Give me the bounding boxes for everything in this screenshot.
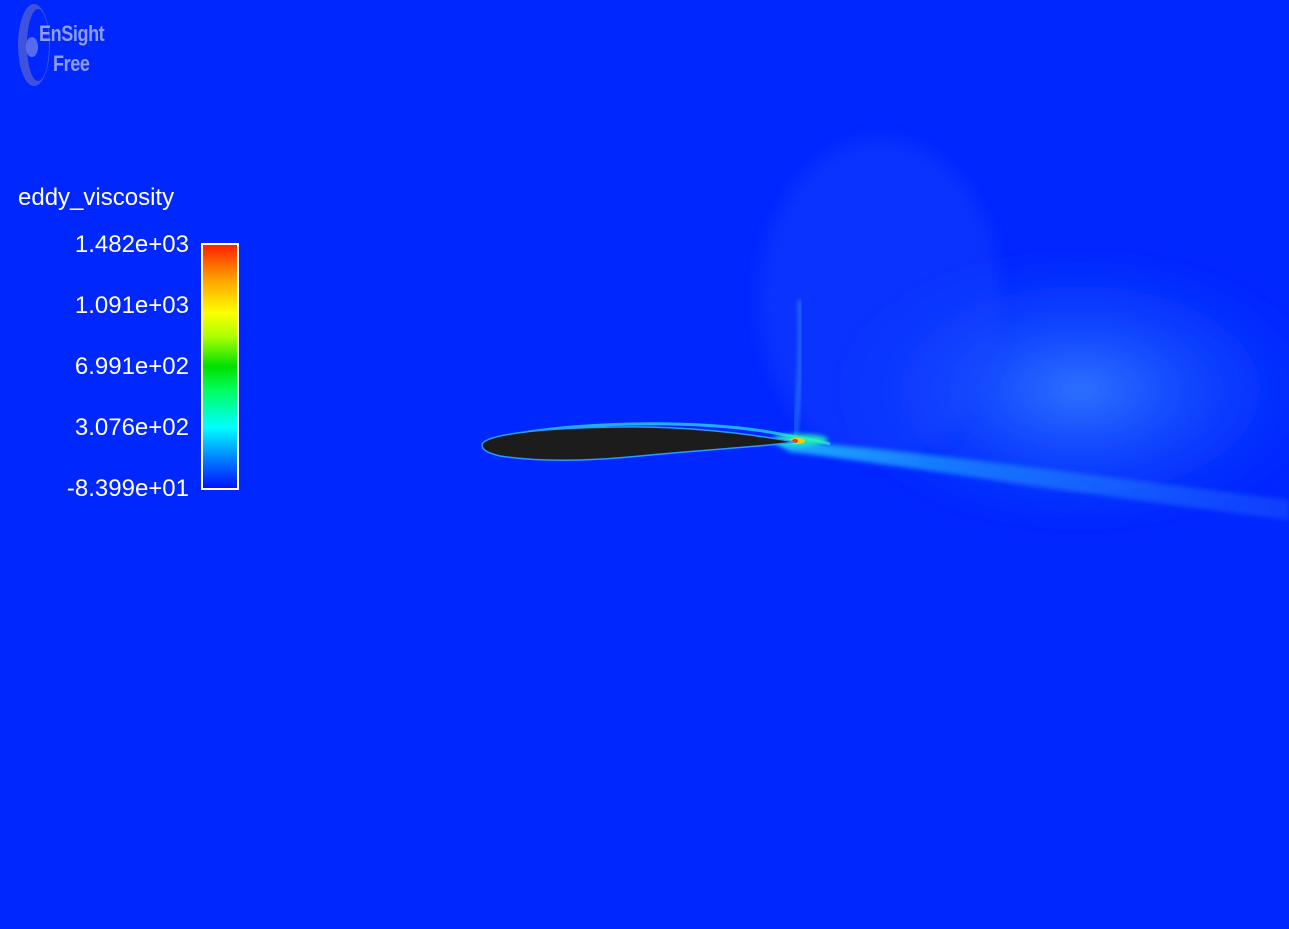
wake-glow-upper [760,140,1000,460]
logo-text-free: Free [53,51,90,76]
shock-streak [793,299,803,441]
wake-band [770,440,1289,520]
legend-label-min: -8.399e+01 [66,475,189,502]
legend-label-4: 3.076e+02 [74,414,189,441]
ensight-logo: EnSight Free [10,2,120,92]
legend-label-2: 1.091e+03 [74,292,189,319]
legend-label-max: 1.482e+03 [74,231,189,258]
legend-label-3: 6.991e+02 [74,353,189,380]
legend-colorbar[interactable] [201,243,239,490]
airfoil [481,426,796,461]
logo-text-ensight: EnSight [39,21,105,46]
logo-mark-icon [18,4,50,86]
legend-title: eddy_viscosity [18,184,175,211]
